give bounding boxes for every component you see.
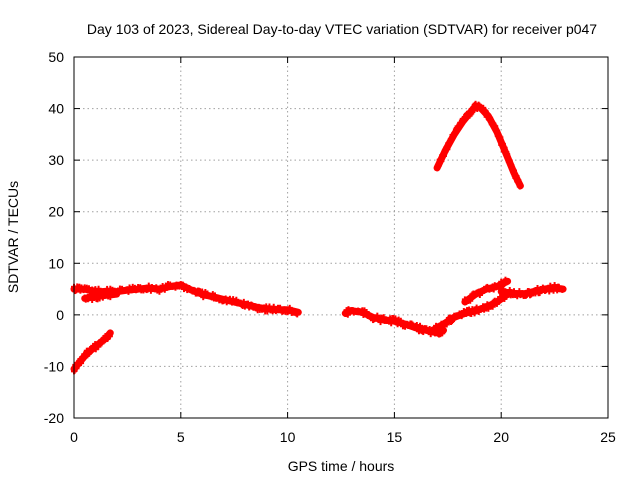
series-segment-7 — [497, 282, 567, 300]
y-tick-label: 50 — [48, 49, 64, 65]
plot-frame — [73, 56, 609, 419]
y-tick-label: -10 — [44, 358, 64, 374]
x-tick-label: 20 — [493, 429, 509, 445]
series-segment-3 — [81, 289, 121, 303]
x-tick-label: 5 — [177, 429, 185, 445]
y-tick-label: 10 — [48, 255, 64, 271]
y-tick-label: 40 — [48, 101, 64, 117]
chart-title: Day 103 of 2023, Sidereal Day-to-day VTE… — [87, 21, 597, 37]
series-segment-6 — [461, 276, 512, 306]
y-tick-label: 30 — [48, 152, 64, 168]
x-tick-label: 0 — [70, 429, 78, 445]
series-segment-8 — [433, 100, 524, 190]
y-axis-label: SDTVAR / TECUs — [5, 181, 21, 293]
y-tick-label: 0 — [56, 307, 64, 323]
x-tick-label: 15 — [387, 429, 403, 445]
x-tick-label: 25 — [600, 429, 616, 445]
series-segment-1 — [70, 329, 114, 375]
data-series — [70, 100, 567, 375]
y-tick-label: 20 — [48, 204, 64, 220]
x-axis-label: GPS time / hours — [288, 458, 395, 474]
tick-labels: 0 5 10 15 20 25 -20 -10 0 10 20 30 40 50 — [44, 49, 616, 445]
grid — [74, 57, 608, 418]
y-tick-label: -20 — [44, 410, 64, 426]
x-tick-label: 10 — [280, 429, 296, 445]
series-segment-5 — [429, 289, 512, 336]
